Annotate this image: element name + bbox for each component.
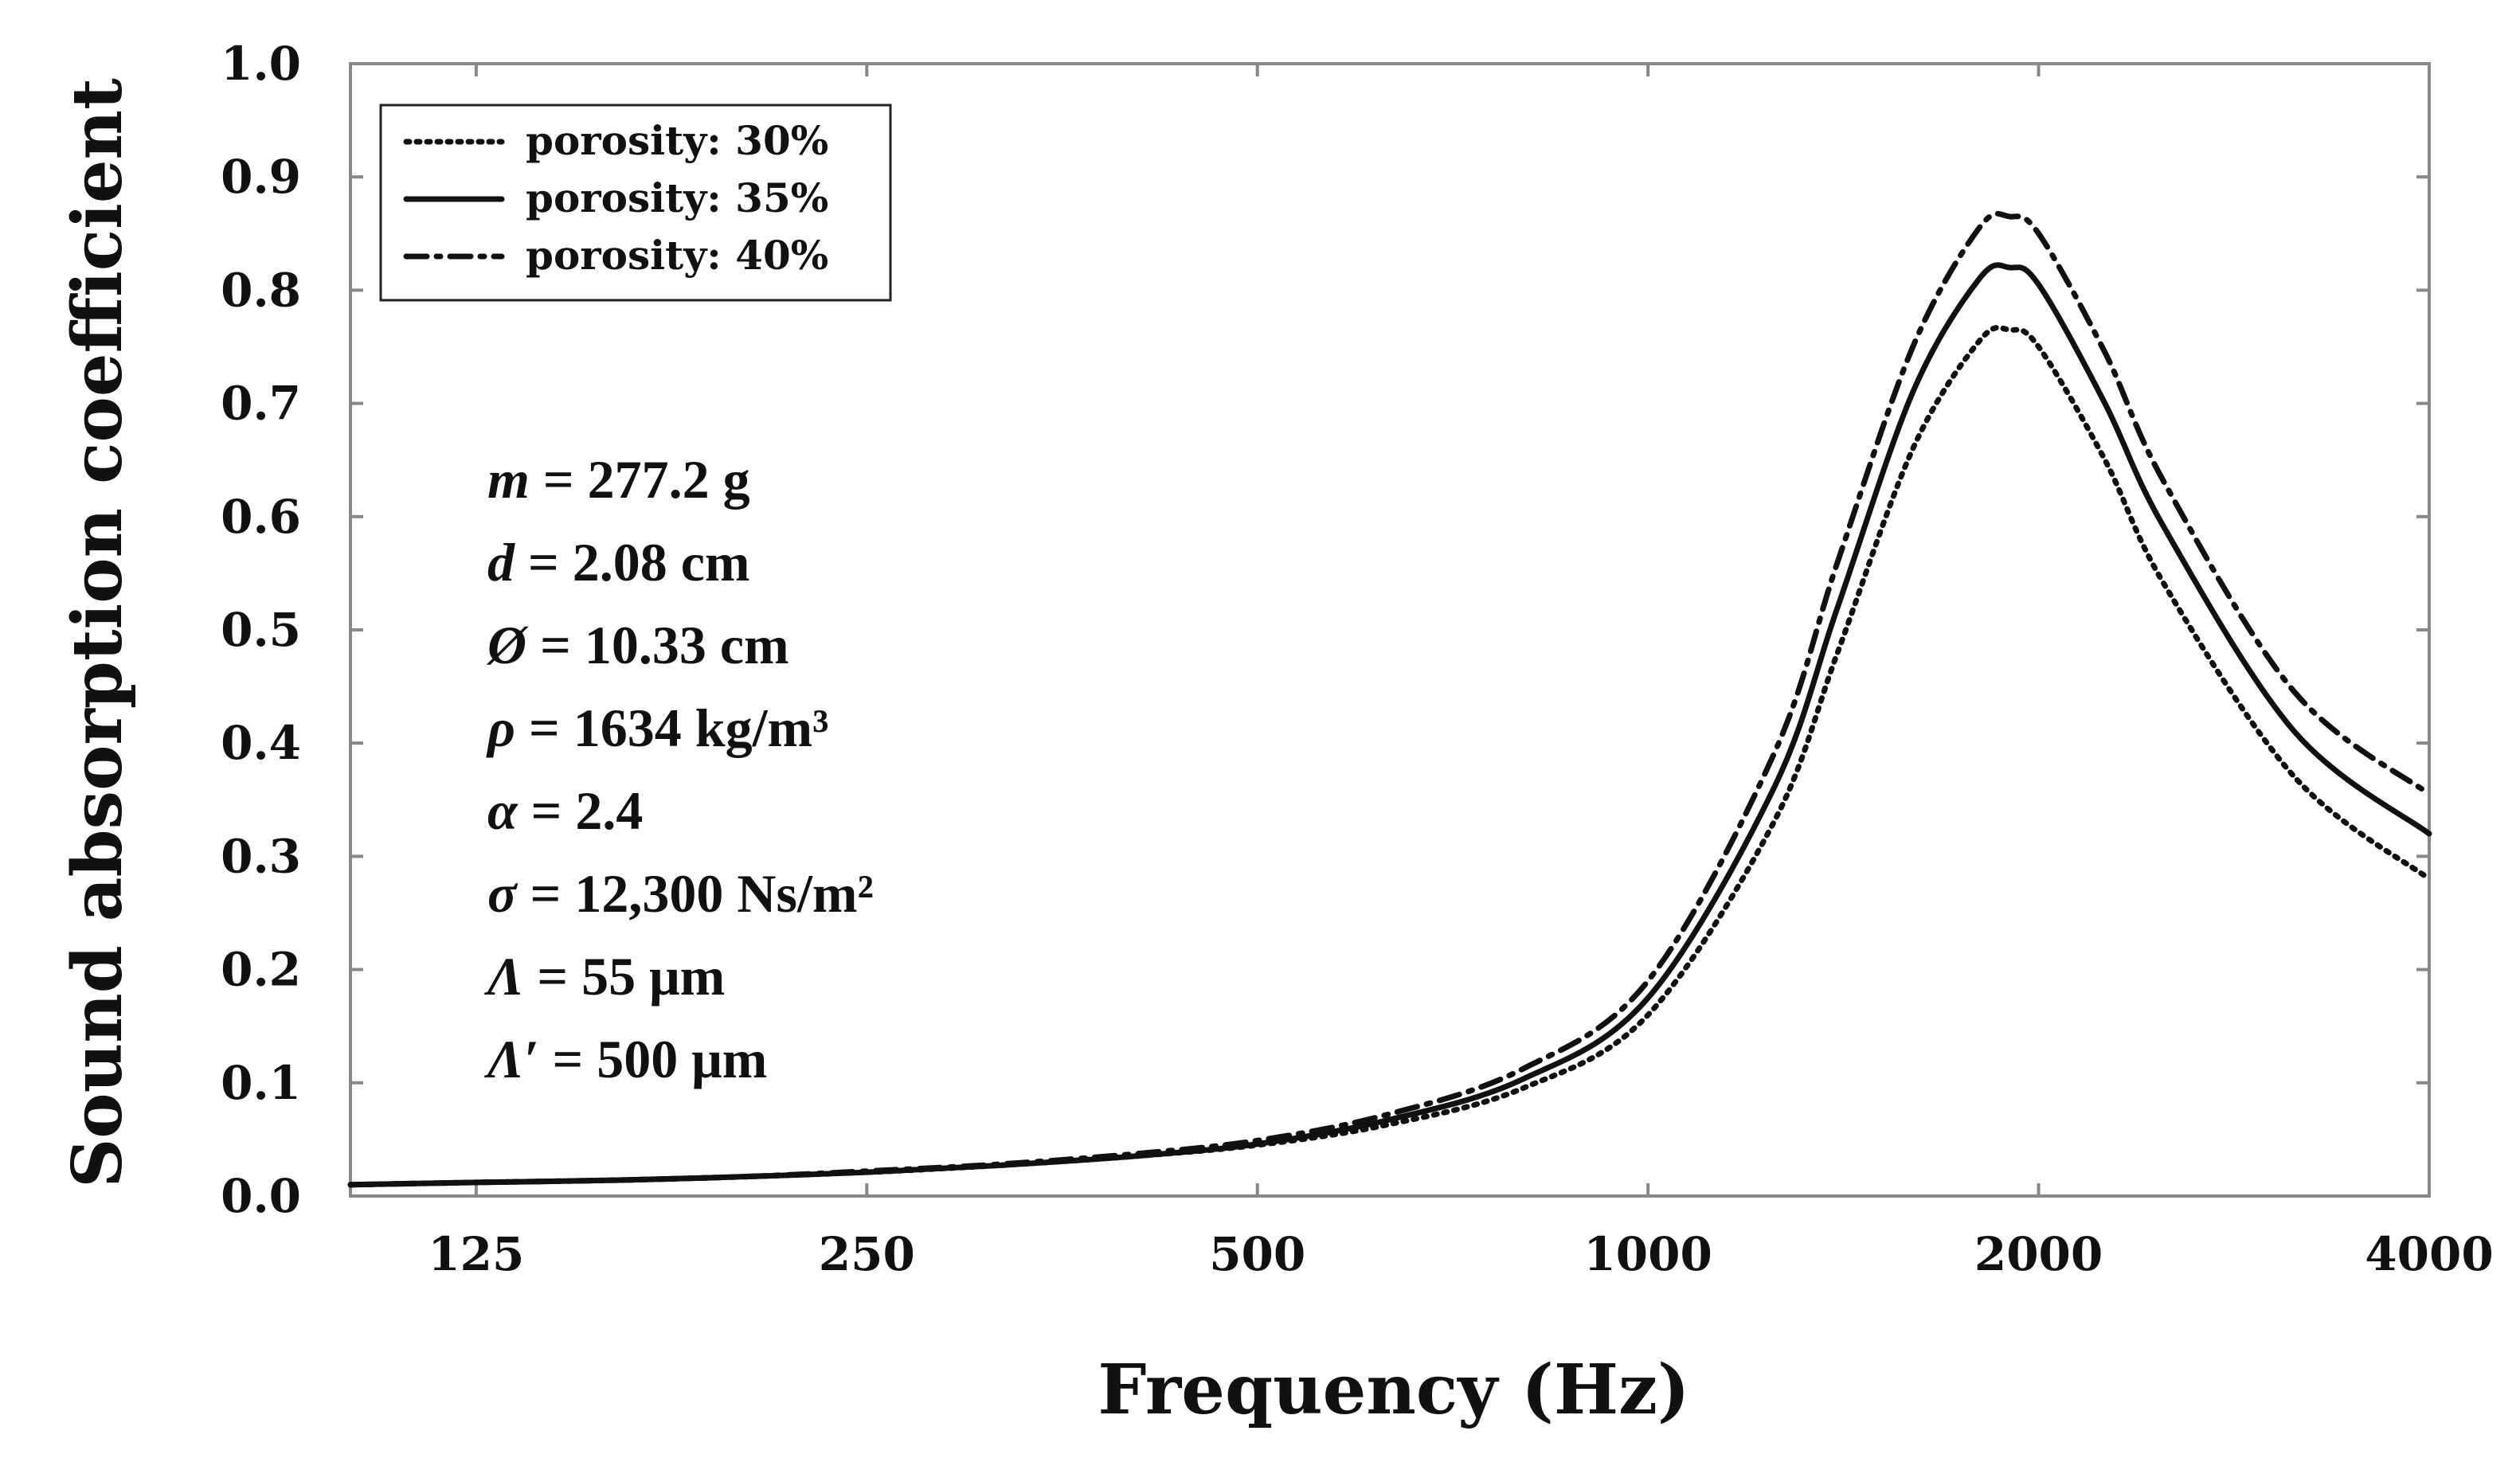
y-tick-label: 1.0 <box>221 37 301 91</box>
parameter-symbol: Λ <box>484 946 523 1007</box>
y-axis-title: Sound absorption coefficient <box>57 78 138 1188</box>
parameter-value: = 1634 kg/m³ <box>515 698 829 758</box>
x-axis-title: Frequency (Hz) <box>1098 1350 1689 1430</box>
parameter-value: = 12,300 Ns/m² <box>517 863 874 924</box>
axis-ticks <box>350 62 2431 1198</box>
parameter-line-7: Λ = 55 μm <box>484 946 725 1007</box>
parameter-line-8: Λ′ = 500 μm <box>484 1029 767 1089</box>
parameter-symbol: d <box>487 532 515 592</box>
parameter-symbol: ρ <box>486 698 515 758</box>
x-tick-label: 2000 <box>1974 1227 2103 1281</box>
legend-label-3: porosity: 40% <box>526 232 828 279</box>
x-tick-label: 1000 <box>1583 1227 1712 1281</box>
parameter-line-3: Ø = 10.33 cm <box>486 615 789 675</box>
x-tick-label: 125 <box>428 1227 524 1281</box>
parameter-annotations: m = 277.2 gd = 2.08 cmØ = 10.33 cmρ = 16… <box>484 449 874 1089</box>
y-tick-label: 0.0 <box>221 1169 301 1223</box>
legend: porosity: 30% porosity: 35% porosity: 40% <box>379 104 892 302</box>
parameter-line-1: m = 277.2 g <box>487 449 750 510</box>
parameter-value: = 277.2 g <box>530 449 750 510</box>
series-lines <box>347 210 2432 1188</box>
parameter-symbol: m <box>487 449 530 510</box>
y-tick-label: 0.1 <box>221 1056 301 1110</box>
parameter-line-5: α = 2.4 <box>487 780 643 841</box>
parameter-value: = 2.08 cm <box>515 532 750 592</box>
x-tick-label: 500 <box>1209 1227 1305 1281</box>
parameter-symbol: Ø <box>486 615 529 675</box>
parameter-value: = 55 μm <box>523 946 725 1007</box>
parameter-symbol: σ <box>487 863 518 924</box>
legend-label-1: porosity: 30% <box>526 117 828 164</box>
y-tick-label: 0.7 <box>221 377 301 431</box>
parameter-value: = 10.33 cm <box>526 615 789 675</box>
legend-label-2: porosity: 35% <box>526 174 828 221</box>
parameter-line-4: ρ = 1634 kg/m³ <box>486 698 829 758</box>
parameter-symbol: Λ′ <box>484 1029 538 1089</box>
series-line-1 <box>347 325 2432 1188</box>
y-tick-label: 0.9 <box>221 150 301 204</box>
y-tick-label: 0.4 <box>221 716 301 770</box>
x-tick-label: 4000 <box>2365 1227 2493 1281</box>
y-tick-label: 0.6 <box>221 490 301 544</box>
legend-box <box>379 104 892 302</box>
parameter-symbol: α <box>487 780 518 841</box>
parameter-value: = 2.4 <box>518 780 644 841</box>
x-tick-label: 250 <box>819 1227 915 1281</box>
parameter-line-2: d = 2.08 cm <box>487 532 750 592</box>
y-tick-label: 0.8 <box>221 263 301 317</box>
parameter-value: = 500 μm <box>538 1029 767 1089</box>
parameter-line-6: σ = 12,300 Ns/m² <box>487 863 874 924</box>
axis-tick-labels: 0.0 0.1 0.2 0.3 0.4 0.5 0.6 0.7 0.8 0.9 1.0 125 250 5… <box>221 37 2494 1281</box>
y-tick-label: 0.2 <box>221 943 301 997</box>
y-tick-label: 0.5 <box>221 603 301 657</box>
y-tick-label: 0.3 <box>221 829 301 883</box>
series-line-3 <box>347 210 2432 1188</box>
